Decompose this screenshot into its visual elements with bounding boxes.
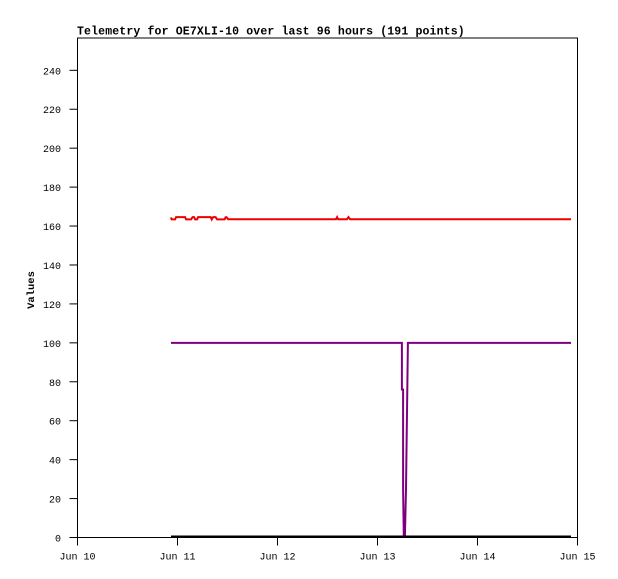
data-series — [170, 214, 571, 538]
plot-border — [77, 37, 578, 538]
y-tick-label: 220 — [43, 106, 61, 117]
x-tick-label: Jun 14 — [459, 553, 495, 564]
x-tick-label: Jun 10 — [59, 553, 95, 564]
tick-labels: 0 20 40 60 80 100 120 140 160 180 200 220 240 Jun 10 J… — [43, 67, 596, 563]
y-tick-label: 20 — [49, 496, 61, 507]
y-tick-label: 60 — [49, 418, 61, 429]
y-tick-label: 200 — [43, 145, 61, 156]
y-tick-label: 80 — [49, 379, 61, 390]
series-channel-red-line — [170, 214, 571, 222]
y-tick-label: 160 — [43, 223, 61, 234]
y-tick-label: 100 — [43, 340, 61, 351]
axis-ticks — [69, 69, 578, 546]
y-tick-label: 0 — [55, 535, 61, 546]
x-tick-label: Jun 13 — [359, 553, 395, 564]
x-tick-label: Jun 15 — [559, 553, 595, 564]
x-tick-label: Jun 11 — [159, 553, 195, 564]
y-axis-label: Values — [26, 271, 38, 309]
x-tick-label: Jun 12 — [259, 553, 295, 564]
y-tick-label: 140 — [43, 262, 61, 273]
series-channel-purple-line — [171, 341, 571, 538]
y-tick-label: 40 — [49, 457, 61, 468]
y-tick-label: 120 — [43, 301, 61, 312]
plot-frame — [77, 37, 578, 538]
y-tick-label: 180 — [43, 184, 61, 195]
chart-title: Telemetry for OE7XLI-10 over last 96 hou… — [77, 26, 465, 39]
y-tick-label: 240 — [43, 67, 61, 78]
